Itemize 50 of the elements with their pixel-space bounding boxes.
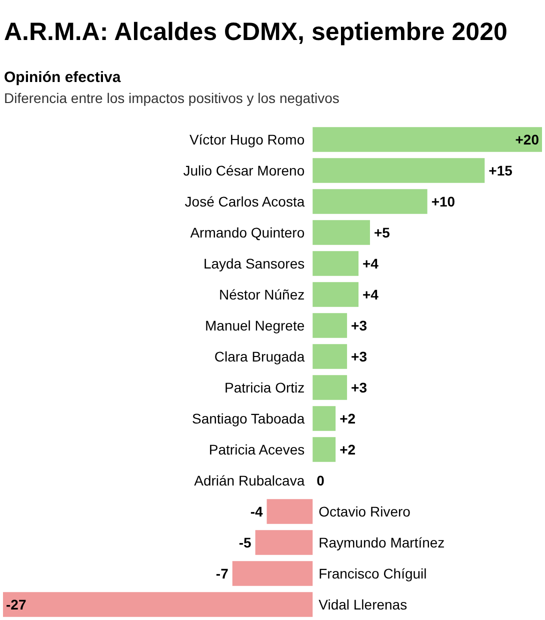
bar (312, 282, 359, 307)
y-tick-label: Vidal Llerenas (318, 596, 408, 612)
bar (312, 406, 336, 431)
y-tick-label: Armando Quintero (190, 224, 305, 240)
data-label: +10 (431, 193, 456, 210)
bar (312, 189, 428, 214)
bar (255, 530, 313, 555)
bar (3, 592, 313, 617)
data-label: +4 (362, 286, 379, 302)
y-tick-label: Octavio Rivero (318, 503, 411, 520)
y-tick-label: Layda Sansores (203, 255, 305, 272)
bar (232, 561, 313, 586)
y-tick-label: Patricia Aceves (208, 441, 305, 458)
bar (312, 437, 336, 462)
y-tick-label: Patricia Ortiz (224, 379, 305, 396)
y-tick-label: Clara Brugada (214, 348, 305, 364)
chart-subtitle: Opinión efectiva (4, 69, 122, 86)
data-label: -7 (216, 565, 229, 582)
data-label: +2 (340, 410, 356, 426)
text: Diferencia entre los impactos positivos y los negativos (4, 90, 340, 106)
data-label: -4 (250, 503, 263, 520)
bar (312, 127, 542, 152)
data-label: +3 (351, 317, 368, 334)
y-tick-label: Manuel Negrete (205, 317, 305, 334)
data-label: +5 (374, 224, 390, 240)
y-tick-label: Adrián Rubalcava (194, 472, 305, 488)
y-tick-label: José Carlos Acosta (184, 193, 305, 210)
y-tick-label: Julio César Moreno (183, 162, 305, 178)
chart-title: A.R.M.A: Alcaldes CDMX, septiembre 2020 (4, 18, 508, 46)
y-tick-label: Francisco Chíguil (318, 565, 427, 582)
data-label: 0 (316, 472, 325, 488)
data-label: +15 (488, 162, 513, 178)
y-tick-label: Raymundo Martínez (318, 534, 445, 550)
y-tick-label: Víctor Hugo Romo (189, 131, 305, 148)
y-tick-label: Santiago Taboada (192, 410, 305, 426)
data-label: +3 (351, 348, 368, 364)
data-label: +3 (351, 379, 368, 396)
data-label: -27 (6, 596, 26, 612)
bar (312, 313, 348, 338)
data-label: +2 (340, 441, 356, 458)
bar (266, 499, 313, 524)
bar (312, 220, 370, 245)
y-tick-label: Néstor Núñez (219, 286, 305, 302)
bar (312, 251, 359, 276)
data-label: +4 (362, 255, 379, 272)
data-label: +20 (515, 131, 540, 148)
bar (312, 375, 348, 400)
bar (312, 344, 348, 369)
bar (312, 158, 485, 183)
data-label: -5 (238, 534, 252, 550)
